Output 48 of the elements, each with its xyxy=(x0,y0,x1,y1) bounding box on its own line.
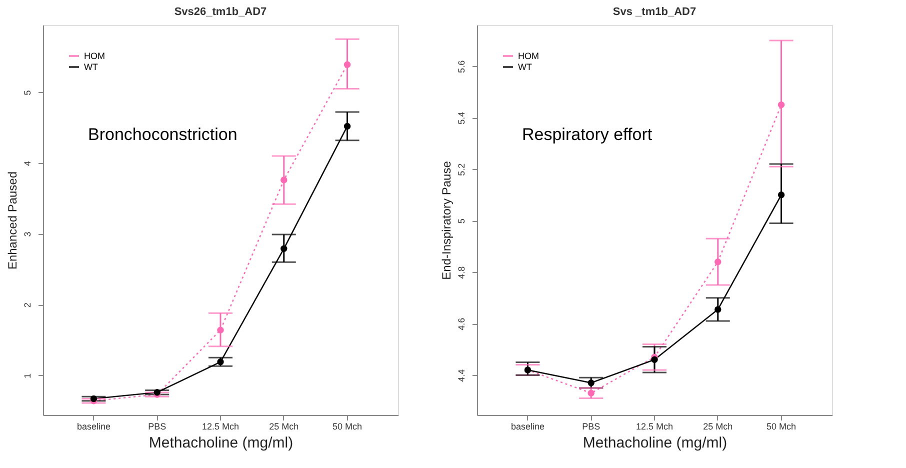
chart-title: Svs _tm1b_AD7 xyxy=(612,6,696,18)
point xyxy=(714,258,722,266)
x-axis-title: Methacholine (mg/ml) xyxy=(582,434,728,452)
x-axis-title: Methacholine (mg/ml) xyxy=(148,434,294,452)
x-tick-label: baseline xyxy=(510,422,544,432)
point xyxy=(778,192,785,198)
point xyxy=(344,122,351,130)
point xyxy=(217,326,224,334)
y-tick-label: 5 xyxy=(22,90,32,96)
point xyxy=(90,395,98,402)
point xyxy=(588,390,594,396)
y-tick-label: 4.8 xyxy=(456,266,466,279)
point xyxy=(344,61,351,68)
legend-label: WT xyxy=(84,62,98,72)
y-tick-label: 4.4 xyxy=(456,369,466,382)
point xyxy=(714,306,722,313)
point xyxy=(280,176,288,184)
point xyxy=(217,358,224,366)
y-tick-label: 4.6 xyxy=(456,318,466,330)
x-tick-label: 12.5 Mch xyxy=(202,422,240,432)
legend-label: WT xyxy=(518,62,532,72)
legend-label: HOM xyxy=(518,51,539,61)
point xyxy=(778,101,785,108)
annotation: Respiratory effort xyxy=(522,125,652,144)
y-tick-label: 5.2 xyxy=(456,163,466,176)
x-tick-label: PBS xyxy=(582,422,600,432)
y-axis-title: End-Inspiratory Pause xyxy=(440,160,454,280)
x-tick-label: 25 Mch xyxy=(269,422,299,432)
x-tick-label: baseline xyxy=(76,422,110,432)
y-tick-label: 4 xyxy=(22,161,32,166)
y-axis-title: Enhanced Paused xyxy=(6,171,20,270)
x-tick-label: PBS xyxy=(148,422,166,432)
x-tick-label: 50 Mch xyxy=(332,422,362,432)
y-tick-label: 2 xyxy=(22,302,32,308)
y-tick-label: 1 xyxy=(22,373,32,378)
legend-label: HOM xyxy=(84,51,105,61)
chart-title: Svs26_tm1b_AD7 xyxy=(174,6,267,18)
x-tick-label: 12.5 Mch xyxy=(636,422,674,432)
y-tick-label: 5 xyxy=(456,218,466,224)
point xyxy=(651,356,658,363)
point xyxy=(280,245,288,252)
annotation: Bronchoconstriction xyxy=(88,125,238,144)
x-tick-label: 25 Mch xyxy=(703,422,733,432)
x-tick-label: 50 Mch xyxy=(766,422,796,432)
y-tick-label: 5.4 xyxy=(456,112,466,124)
y-tick-label: 3 xyxy=(22,232,32,237)
y-tick-label: 5.6 xyxy=(456,60,466,73)
point xyxy=(588,379,594,386)
